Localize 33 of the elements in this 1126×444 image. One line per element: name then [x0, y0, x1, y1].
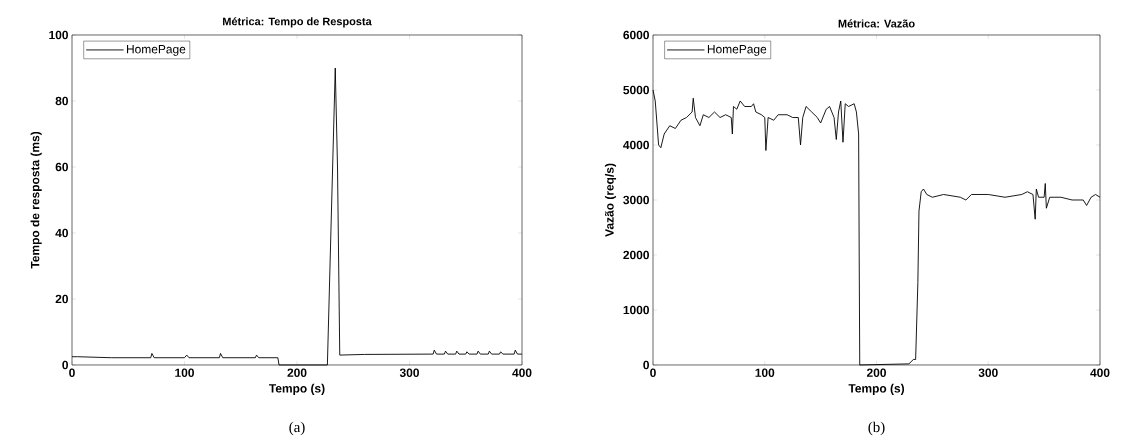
y-tick-label: 60	[55, 162, 68, 172]
legend-label: HomePage	[707, 45, 767, 56]
y-tick-label: 5000	[623, 85, 649, 95]
y-tick-label: 100	[49, 30, 68, 40]
x-axis-title: Tempo (s)	[269, 383, 325, 395]
x-axis-title: Tempo (s)	[848, 383, 905, 395]
x-tick-label: 0	[69, 368, 75, 377]
y-tick-label: 80	[55, 96, 68, 106]
y-tick-label: 1000	[623, 305, 649, 315]
y-tick-label: 40	[55, 228, 68, 238]
text: (a)	[289, 421, 305, 436]
y-tick-label: 0	[62, 360, 68, 370]
chart-title: Métrica: Tempo de Resposta	[223, 17, 372, 28]
x-tick-label: 0	[650, 368, 656, 377]
x-tick-label: 100	[755, 368, 775, 377]
x-tick-label: 100	[175, 368, 194, 377]
x-tick-label: 400	[512, 368, 532, 377]
y-tick-label: 4000	[623, 140, 649, 150]
x-tick-label: 300	[978, 368, 998, 377]
legend-label: HomePage	[127, 45, 186, 56]
y-tick-label: 0	[643, 360, 649, 370]
y-tick-label: 6000	[623, 30, 649, 40]
y-axis-title: Vazão (req/s)	[604, 163, 617, 237]
x-tick-label: 300	[399, 368, 419, 377]
chart-title: Métrica: Vazão	[838, 19, 915, 28]
x-tick-label: 400	[1090, 368, 1110, 377]
text: (b)	[868, 421, 885, 436]
x-tick-label: 200	[866, 368, 886, 377]
y-tick-label: 3000	[623, 195, 649, 205]
x-tick-label: 200	[287, 368, 307, 377]
y-axis-title: Tempo de resposta (ms)	[30, 131, 42, 269]
y-tick-label: 20	[55, 294, 68, 304]
y-tick-label: 2000	[623, 250, 649, 260]
